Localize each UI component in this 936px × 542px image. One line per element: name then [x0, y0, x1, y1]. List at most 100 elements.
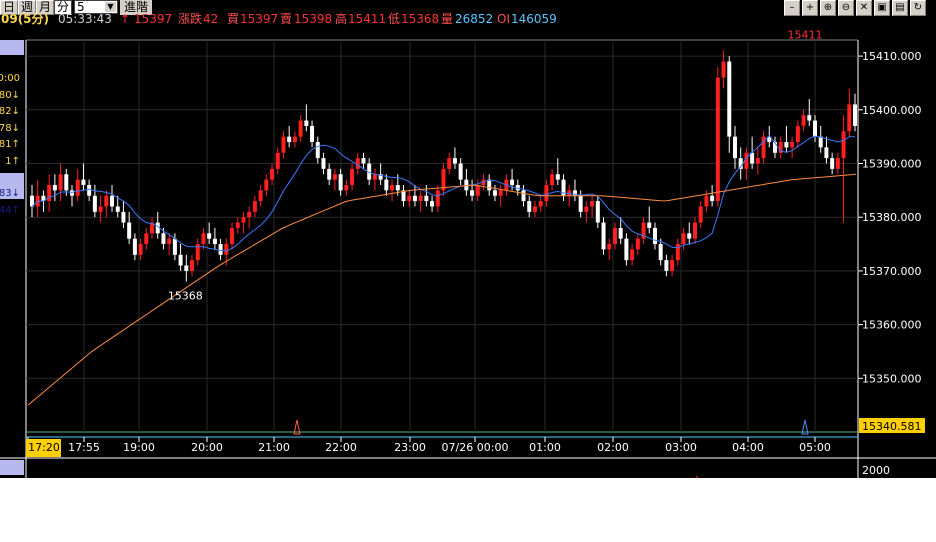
candle-body	[150, 222, 155, 234]
period-selector: 日 週 月 分	[0, 0, 73, 15]
candle-body	[207, 233, 212, 239]
x-current-tag	[26, 439, 61, 457]
candle-body	[224, 244, 229, 255]
candle-body	[595, 201, 600, 223]
quote-time: 05:33:43	[58, 12, 112, 26]
candle-body	[441, 168, 446, 191]
candle-body	[578, 195, 583, 212]
candle-body	[344, 184, 349, 191]
low-annotation: 15368	[168, 290, 203, 303]
ma-short-line	[31, 134, 855, 252]
candle-body	[361, 158, 366, 164]
candle-body	[41, 195, 46, 202]
candle-body	[418, 195, 423, 202]
candle-body	[801, 115, 806, 126]
candle-body	[172, 238, 177, 255]
candle-body	[550, 174, 555, 185]
candle-body	[464, 179, 469, 191]
y-tick-label: 15350.000	[862, 372, 922, 385]
high-annotation: 15411	[787, 29, 822, 42]
candle-body	[521, 190, 526, 202]
empty-area	[0, 478, 936, 542]
period-minute-button[interactable]: 分	[54, 0, 73, 15]
high-label: 高	[335, 12, 348, 26]
candle-body	[830, 158, 835, 169]
ask-label: 賣	[280, 12, 293, 26]
candle-body	[492, 190, 497, 196]
x-tick-label: 02:00	[597, 441, 629, 454]
chart-background	[0, 33, 936, 478]
candle-body	[698, 206, 703, 223]
candle-body	[755, 158, 760, 164]
price-tag-label: 15340.581	[862, 420, 922, 433]
candle-body	[184, 265, 189, 271]
minimize-icon[interactable]: –	[784, 0, 800, 16]
candle-body	[624, 238, 629, 261]
chevron-down-icon[interactable]: ▼	[105, 2, 116, 12]
cross-icon[interactable]: ✕	[856, 0, 872, 16]
x-tick-label: 19:00	[123, 441, 155, 454]
candle-body	[675, 244, 680, 261]
left-panel-value: 1↑	[5, 156, 20, 167]
x-tick-label: 05:00	[799, 441, 831, 454]
window-toolbar: – + ⊕ ⊖ ✕ ▣ ▤ ↻	[784, 0, 926, 16]
candle-body	[247, 211, 252, 218]
left-panel-value: 382↓	[0, 106, 20, 117]
x-tick-label: 01:00	[529, 441, 561, 454]
y-tick-label: 15400.000	[862, 104, 922, 117]
candle-body	[778, 142, 783, 153]
candle-body	[98, 206, 103, 212]
y-tick-label: 15370.000	[862, 265, 922, 278]
candle-body	[332, 174, 337, 180]
x-tick-label: 17:55	[68, 441, 100, 454]
candle-body	[292, 136, 297, 143]
left-panel-value: 0:00	[0, 73, 20, 84]
candle-body	[212, 238, 217, 245]
candle-body	[75, 179, 80, 196]
lower-panel-mark	[695, 475, 699, 479]
candle-body	[104, 195, 109, 207]
x-tick-label: 20:00	[191, 441, 223, 454]
candle-body	[87, 184, 92, 196]
left-panel-value: 344↑	[0, 205, 20, 216]
x-tick-label: 04:00	[732, 441, 764, 454]
candle-body	[384, 179, 389, 191]
candle-body	[264, 179, 269, 191]
last-price: 15397	[134, 12, 173, 26]
candle-body	[230, 227, 235, 245]
x-tick-label: 03:00	[665, 441, 697, 454]
candle-body	[378, 174, 383, 180]
candle-body	[355, 158, 360, 169]
candle-body	[321, 158, 326, 169]
layout-icon[interactable]: ▤	[892, 0, 908, 16]
add-icon[interactable]: +	[802, 0, 818, 16]
zoom-out-icon[interactable]: ⊖	[838, 0, 854, 16]
candle-body	[447, 158, 452, 169]
period-day-button[interactable]: 日	[0, 0, 19, 15]
x-tick-label: 21:00	[258, 441, 290, 454]
candle-body	[30, 195, 34, 207]
candle-body	[750, 152, 755, 164]
save-icon[interactable]: ▣	[874, 0, 890, 16]
minutes-select[interactable]: 5 ▼	[74, 0, 118, 14]
advanced-button[interactable]: 進階	[120, 0, 153, 15]
left-panel-value: 380↓	[0, 90, 20, 101]
refresh-icon[interactable]: ↻	[910, 0, 926, 16]
candle-body	[201, 233, 206, 245]
period-week-button[interactable]: 週	[18, 0, 37, 15]
candle-body	[515, 184, 520, 191]
candle-body	[812, 120, 817, 137]
candle-body	[664, 260, 669, 271]
candle-body	[772, 142, 777, 153]
period-month-button[interactable]: 月	[36, 0, 55, 15]
candle-body	[195, 244, 200, 261]
candle-body	[630, 249, 635, 261]
zoom-in-icon[interactable]: ⊕	[820, 0, 836, 16]
candle-body	[70, 190, 75, 196]
oi-label: OI	[497, 12, 510, 26]
change-value: 42	[203, 12, 219, 26]
low-label: 低	[388, 12, 401, 26]
candle-body	[618, 227, 623, 239]
candle-body	[338, 174, 343, 191]
candle-body	[658, 244, 663, 261]
